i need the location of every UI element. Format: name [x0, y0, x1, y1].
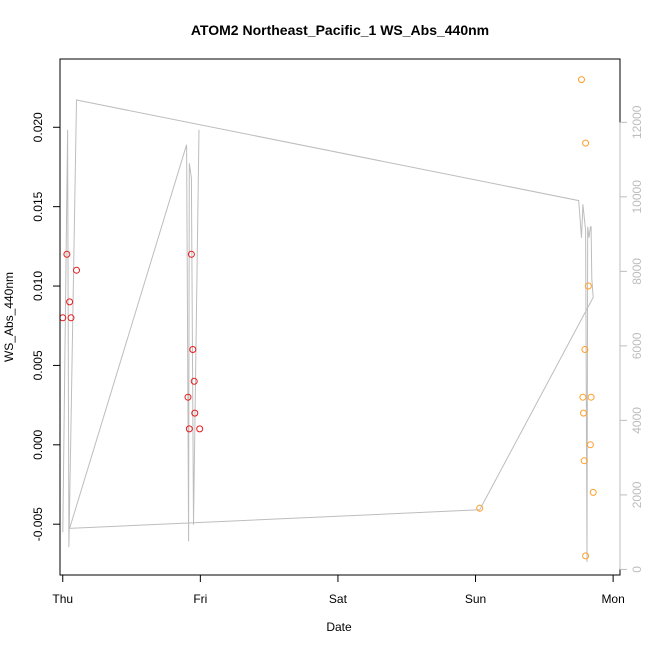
- data-point: [587, 393, 595, 401]
- secondary-line-layer: [62, 99, 594, 563]
- data-point: [586, 441, 594, 449]
- x-tick-label: Sun: [465, 592, 486, 606]
- y2-tick-label: 6000: [630, 332, 644, 359]
- y2-tick-label: 12000: [630, 105, 644, 139]
- data-point: [184, 393, 192, 401]
- y2-tick-label: 10000: [630, 180, 644, 214]
- data-point: [580, 457, 588, 465]
- data-point: [582, 139, 590, 147]
- x-tick-label: Fri: [193, 592, 207, 606]
- y-tick-label: 0.020: [31, 112, 45, 142]
- data-point: [191, 409, 199, 417]
- x-tick-label: Mon: [601, 592, 624, 606]
- y-tick-label: 0.015: [31, 191, 45, 221]
- data-point: [189, 346, 197, 353]
- chart-title: ATOM2 Northeast_Pacific_1 WS_Abs_440nm: [191, 22, 489, 38]
- y2-tick-label: 2000: [630, 481, 644, 508]
- y-tick-label: 0.010: [31, 271, 45, 301]
- data-point: [73, 266, 80, 274]
- data-point: [580, 409, 587, 417]
- y2-tick-label: 4000: [630, 407, 644, 434]
- data-point: [584, 282, 592, 290]
- data-point: [582, 552, 590, 560]
- data-point: [476, 504, 484, 512]
- data-point: [190, 377, 198, 385]
- data-point: [67, 314, 75, 322]
- y2-tick-label: 0: [630, 566, 644, 573]
- axes-layer: Thu Fri Sat Sun Mon -0.005 0.000 0.005 0.010 0.01…: [31, 105, 644, 606]
- data-point: [581, 346, 589, 353]
- data-point: [196, 425, 204, 433]
- y-tick-label: 0.005: [31, 350, 45, 380]
- x-tick-label: Thu: [52, 592, 73, 606]
- data-point: [589, 488, 597, 496]
- data-point: [66, 298, 74, 306]
- data-point: [185, 425, 193, 433]
- x-axis-label: Date: [326, 620, 352, 634]
- y-axis-label: WS_Abs_440nm: [2, 272, 16, 362]
- data-point: [578, 76, 585, 84]
- secondary-series-line: [62, 99, 594, 563]
- data-point: [187, 250, 195, 258]
- data-point: [63, 250, 71, 258]
- y-tick-label: 0.000: [31, 429, 45, 459]
- points-layer: [59, 76, 597, 560]
- y-tick-label: -0.005: [31, 507, 45, 541]
- y2-tick-label: 8000: [630, 258, 644, 285]
- data-point: [579, 393, 587, 401]
- plot-frame: [59, 58, 621, 576]
- x-tick-label: Sat: [329, 592, 348, 606]
